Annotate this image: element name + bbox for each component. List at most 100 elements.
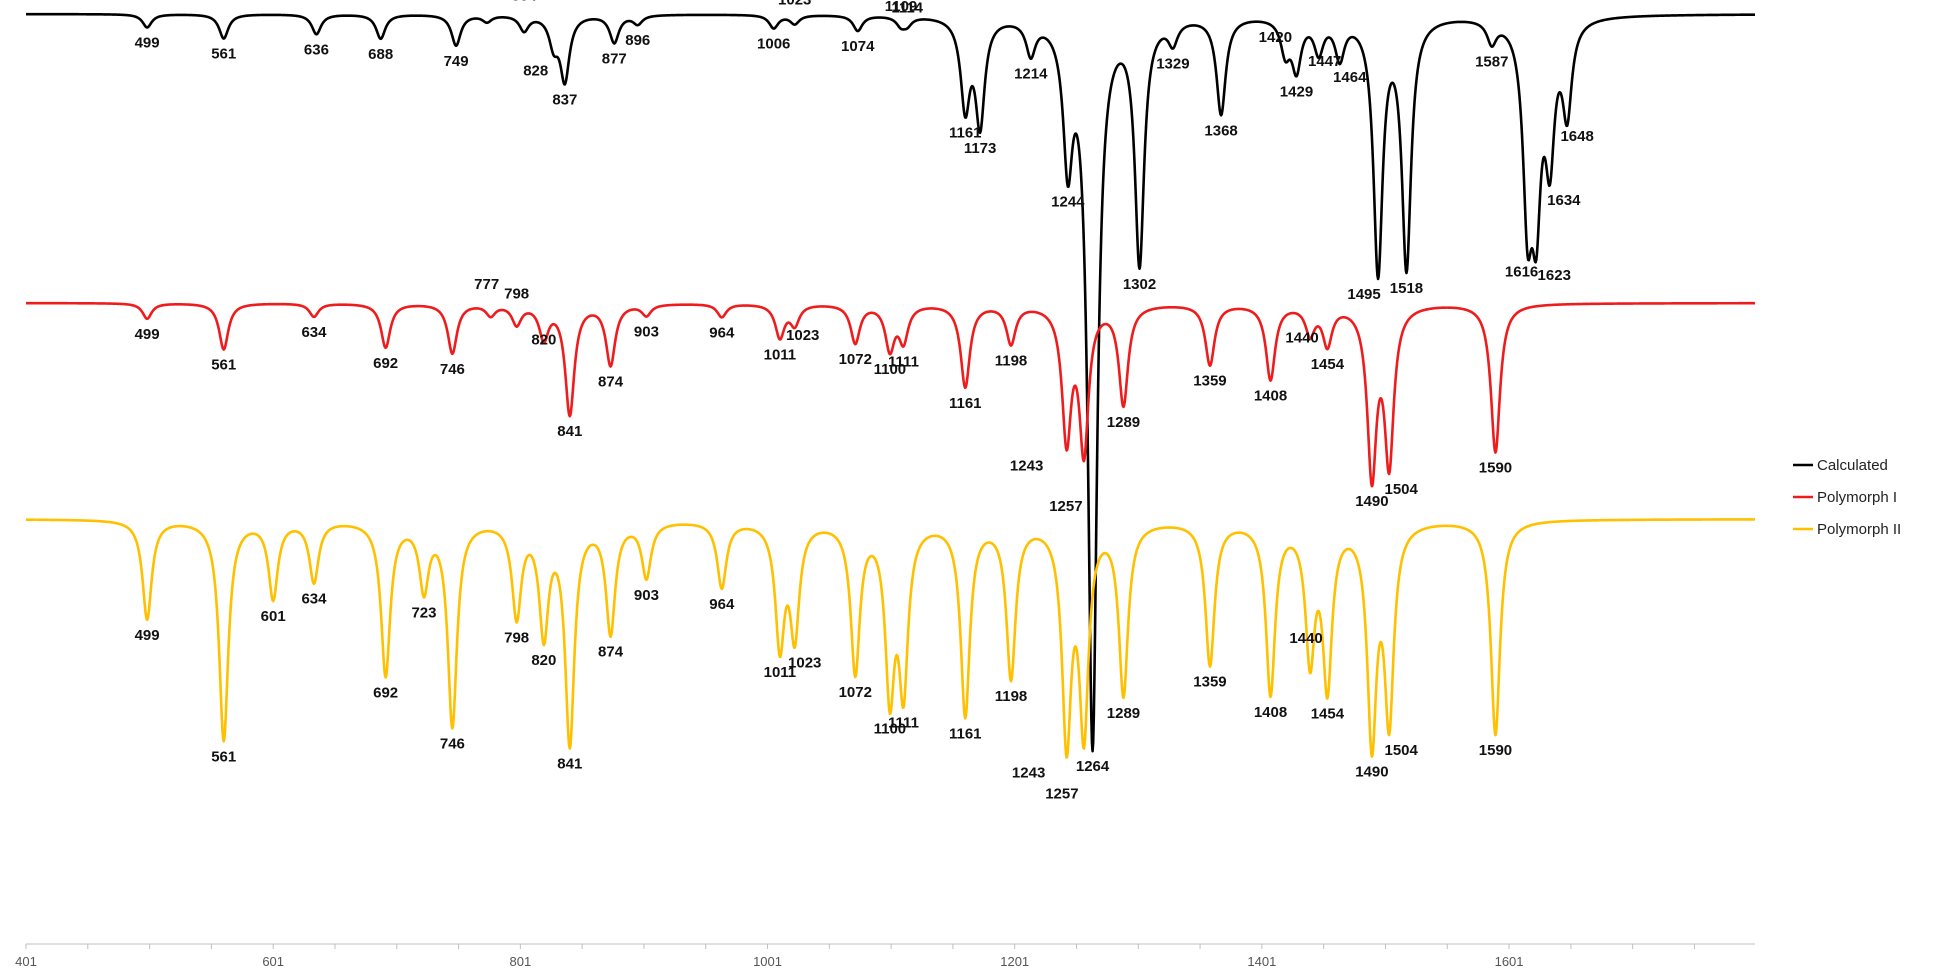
peak-label: 964 <box>709 324 735 341</box>
spectra-series <box>25 12 1756 759</box>
peak-label: 1440 <box>1285 329 1318 346</box>
peak-label: 636 <box>304 41 329 58</box>
peak-label: 1420 <box>1259 29 1292 46</box>
peak-label: 820 <box>531 652 556 669</box>
peak-label: 1408 <box>1254 388 1287 405</box>
peak-label: 896 <box>625 32 650 49</box>
peak-label: 692 <box>373 355 398 372</box>
peak-label: 1072 <box>839 684 872 701</box>
peak-label: 1072 <box>839 351 872 368</box>
legend-entry: Polymorph I <box>1817 489 1897 506</box>
peak-label: 1161 <box>949 395 982 412</box>
peak-label: 1616 <box>1505 263 1538 280</box>
peak-label: 1011 <box>764 664 797 681</box>
peak-label: 1100 <box>874 721 907 738</box>
peak-label: 877 <box>602 50 627 67</box>
x-tick-label: 801 <box>510 954 532 969</box>
peak-label: 828 <box>523 62 548 79</box>
peak-label: 1329 <box>1156 56 1189 73</box>
x-tick-label: 1001 <box>753 954 782 969</box>
peak-label: 1161 <box>949 725 982 742</box>
x-axis: 401 601 801 1001 1201 1401 1601 <box>15 943 1755 969</box>
peak-label: 837 <box>552 91 577 108</box>
peak-label: 1074 <box>841 38 875 55</box>
peak-label: 634 <box>301 591 327 608</box>
peak-label: 1518 <box>1390 280 1423 297</box>
peak-label: 1490 <box>1355 764 1388 781</box>
peak-label: 1359 <box>1193 674 1226 691</box>
peak-label: 1214 <box>1014 66 1048 83</box>
peak-label: 1634 <box>1547 192 1581 209</box>
peak-label: 798 <box>504 629 529 646</box>
x-tick-label: 1601 <box>1495 954 1524 969</box>
peak-label: 601 <box>261 608 286 625</box>
peak-label: 749 <box>444 53 469 70</box>
peak-label: 1289 <box>1107 414 1140 431</box>
peak-label: 1490 <box>1355 493 1388 510</box>
peak-label: 1198 <box>995 353 1028 370</box>
peak-label: 804 <box>512 0 538 4</box>
peak-label: 1408 <box>1254 704 1287 721</box>
peak-label: 1623 <box>1538 267 1571 284</box>
x-tick-label: 401 <box>15 954 37 969</box>
peak-label: 1244 <box>1051 194 1085 211</box>
peak-label: 964 <box>709 596 735 613</box>
peak-label: 1590 <box>1479 742 1512 759</box>
x-tick-label: 1201 <box>1000 954 1029 969</box>
legend-entry: Polymorph II <box>1817 521 1901 538</box>
peak-label: 1454 <box>1311 705 1345 722</box>
peak-label: 841 <box>557 423 582 440</box>
legend-entry: Calculated <box>1817 457 1888 474</box>
series-line-polymorph-i <box>25 301 1756 488</box>
peak-label: 777 <box>474 276 499 293</box>
peak-label: 746 <box>440 361 465 378</box>
peak-label: 688 <box>368 46 393 63</box>
peak-label: 1011 <box>764 346 797 363</box>
x-tick-label: 601 <box>262 954 284 969</box>
peak-label: 1447 <box>1308 53 1341 70</box>
peak-label: 1587 <box>1475 54 1508 71</box>
peak-label: 1289 <box>1107 705 1140 722</box>
peak-label: 1023 <box>786 327 819 344</box>
peak-label: 561 <box>211 748 236 765</box>
peak-label: 1504 <box>1384 742 1418 759</box>
peak-label: 499 <box>135 34 160 51</box>
peak-label: 1023 <box>788 655 821 672</box>
peak-label: 1495 <box>1347 286 1380 303</box>
peak-label: 634 <box>301 324 327 341</box>
peak-label: 1006 <box>757 36 790 53</box>
peak-label: 874 <box>598 644 624 661</box>
peak-label: 1111 <box>888 353 919 370</box>
peak-label: 1109 <box>885 0 918 15</box>
legend: Calculated Polymorph I Polymorph II <box>1793 457 1901 538</box>
peak-label: 1504 <box>1384 481 1418 498</box>
peak-label: 1590 <box>1479 460 1512 477</box>
peak-label: 1648 <box>1560 128 1593 145</box>
peak-label: 820 <box>531 332 556 349</box>
peak-label: 692 <box>373 684 398 701</box>
peak-label: 1114 <box>891 0 923 17</box>
series-line-polymorph-ii <box>25 518 1756 759</box>
peak-label: 1464 <box>1333 69 1367 86</box>
peak-label: 499 <box>135 326 160 343</box>
peak-label: 874 <box>598 373 624 390</box>
peak-label: 561 <box>211 46 236 63</box>
peak-label: 1257 <box>1045 786 1078 803</box>
peak-label: 798 <box>504 286 529 303</box>
peak-label: 1243 <box>1010 457 1043 474</box>
peak-label: 723 <box>411 604 436 621</box>
peak-label: 1359 <box>1193 373 1226 390</box>
peak-label: 903 <box>634 587 659 604</box>
peak-labels: 4995616366887497748048288378778961006102… <box>135 0 1594 803</box>
x-tick-label: 1401 <box>1247 954 1276 969</box>
peak-label: 1257 <box>1049 498 1082 515</box>
peak-label: 1264 <box>1076 758 1110 775</box>
peak-label: 1429 <box>1280 83 1313 100</box>
peak-label: 1440 <box>1289 630 1322 647</box>
peak-label: 1243 <box>1012 765 1045 782</box>
peak-label: 1100 <box>874 361 907 378</box>
series-line-calculated <box>25 12 1756 753</box>
peak-label: 1198 <box>995 688 1028 705</box>
peak-label: 1023 <box>778 0 811 9</box>
